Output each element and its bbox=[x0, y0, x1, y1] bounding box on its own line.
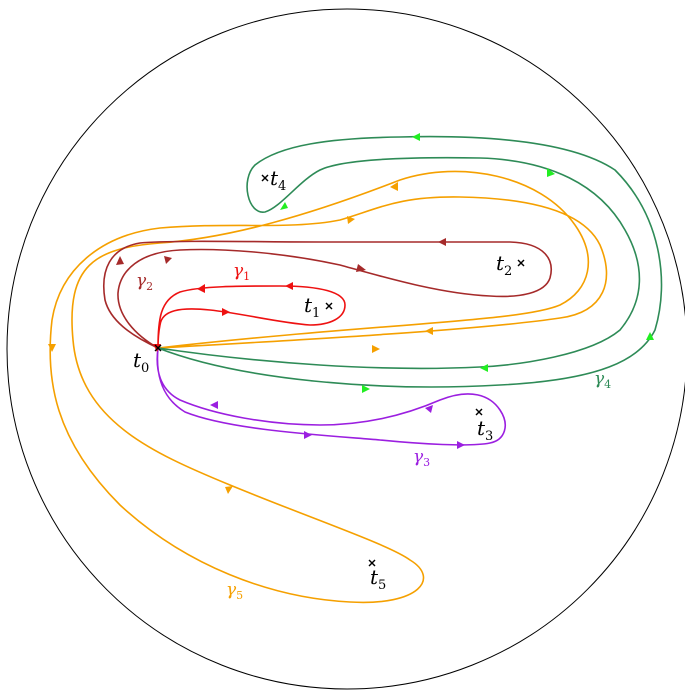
boundary-circle bbox=[6, 8, 685, 690]
arrowheads-gamma1 bbox=[153, 282, 293, 352]
marker-t4 bbox=[261, 174, 269, 182]
path-gamma2 bbox=[103, 240, 552, 349]
marker-t1 bbox=[325, 302, 333, 310]
path-gamma1 bbox=[157, 285, 346, 349]
path-gamma4 bbox=[157, 135, 663, 388]
label-t3: t3 bbox=[477, 416, 493, 444]
label-gamma3: γ3 bbox=[413, 447, 430, 469]
label-gamma5: γ5 bbox=[226, 580, 243, 602]
label-gamma2: γ2 bbox=[136, 271, 153, 293]
label-gamma1: γ1 bbox=[233, 261, 250, 283]
label-t4: t4 bbox=[270, 166, 286, 194]
label-gamma4: γ4 bbox=[594, 369, 611, 391]
arrowheads-gamma2 bbox=[116, 238, 446, 272]
label-t1: t1 bbox=[304, 293, 320, 321]
path-gamma5 bbox=[49, 170, 608, 604]
label-t2: t2 bbox=[496, 251, 512, 279]
marker-t2 bbox=[517, 259, 525, 267]
marker-t3 bbox=[475, 408, 483, 416]
marker-t0 bbox=[154, 344, 162, 352]
marker-t5 bbox=[368, 559, 376, 567]
arrowheads-gamma3 bbox=[210, 401, 465, 449]
label-t5: t5 bbox=[370, 565, 386, 593]
label-t0: t0 bbox=[133, 348, 149, 376]
arrowheads-gamma5 bbox=[48, 182, 433, 494]
path-gamma3 bbox=[156, 347, 506, 446]
arrowheads-gamma4 bbox=[280, 133, 654, 393]
